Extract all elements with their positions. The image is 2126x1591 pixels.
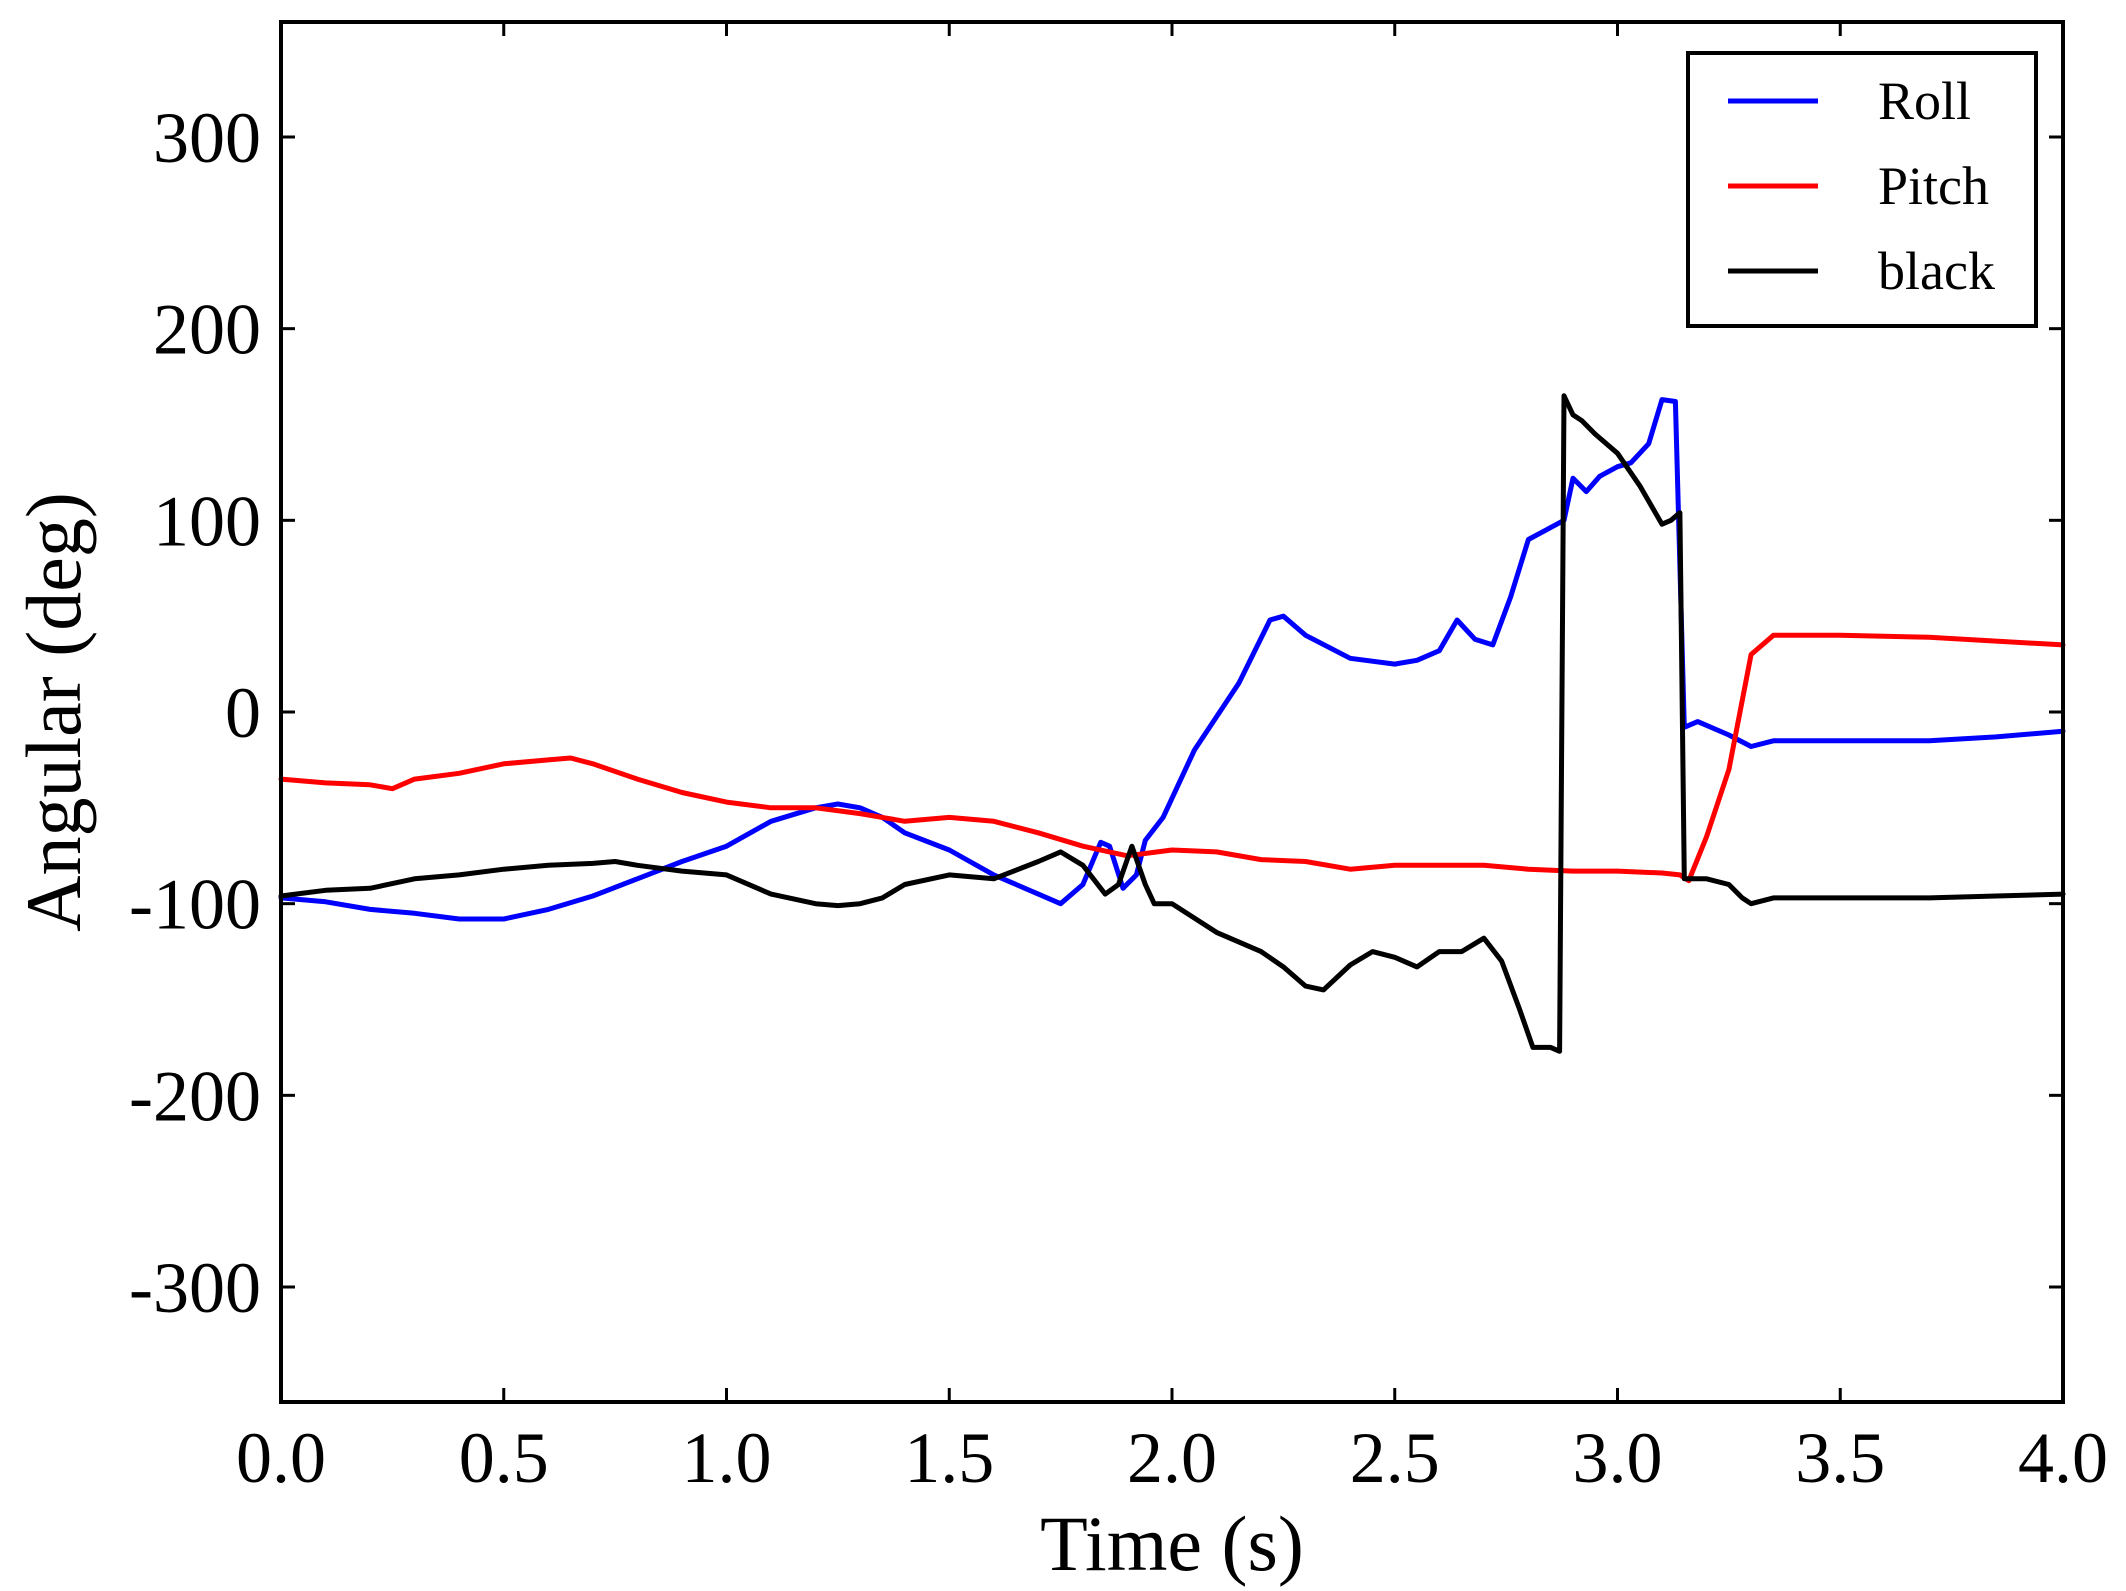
tick-labels: 0.0 0.5 1.0 1.5 2.0 2.5 3.0 3.5 4.0 -300 -200 -100 0… — [129, 98, 2108, 1498]
series-line-black — [278, 393, 2066, 1054]
x-tick-label: 1.0 — [682, 1418, 772, 1498]
axis-ticks — [279, 22, 2065, 1402]
y-tick-label: -200 — [129, 1056, 261, 1136]
x-tick-label: 2.5 — [1350, 1418, 1440, 1498]
legend: Roll Pitch black — [1686, 51, 2038, 328]
legend-label-black: black — [1878, 241, 1995, 301]
series-line-roll — [278, 397, 2066, 922]
y-tick-label: 0 — [225, 673, 261, 753]
series-line-pitch — [278, 632, 2066, 884]
series-lines — [278, 393, 2066, 1054]
x-tick-label: 4.0 — [2018, 1418, 2108, 1498]
legend-label-roll: Roll — [1878, 71, 1971, 131]
x-tick-label: 3.0 — [1573, 1418, 1663, 1498]
x-tick-label: 3.5 — [1795, 1418, 1885, 1498]
legend-label-pitch: Pitch — [1878, 156, 1989, 216]
x-tick-label: 1.5 — [904, 1418, 994, 1498]
y-axis-label: Angular (deg) — [10, 492, 97, 932]
y-tick-label: 100 — [153, 481, 261, 561]
x-tick-label: 2.0 — [1127, 1418, 1217, 1498]
y-tick-label: 200 — [153, 290, 261, 370]
y-tick-label: -300 — [129, 1248, 261, 1328]
x-axis-label: Time (s) — [1040, 1500, 1304, 1587]
y-tick-label: -100 — [129, 865, 261, 945]
x-tick-label: 0.5 — [459, 1418, 549, 1498]
x-tick-label: 0.0 — [236, 1418, 326, 1498]
y-tick-label: 300 — [153, 98, 261, 178]
